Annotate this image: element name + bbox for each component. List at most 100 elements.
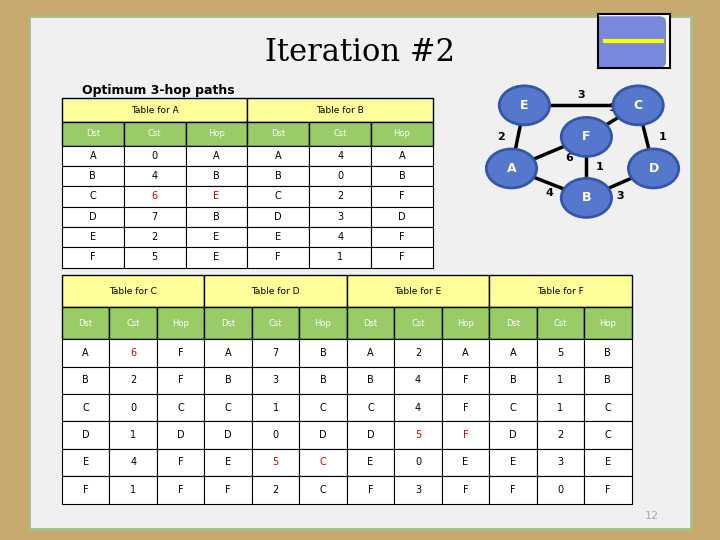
FancyBboxPatch shape <box>489 367 536 394</box>
FancyBboxPatch shape <box>124 166 186 186</box>
FancyBboxPatch shape <box>252 421 300 449</box>
Text: B: B <box>320 375 326 385</box>
FancyBboxPatch shape <box>62 449 109 476</box>
FancyBboxPatch shape <box>300 394 347 421</box>
Text: 2: 2 <box>272 485 279 495</box>
FancyBboxPatch shape <box>204 275 347 307</box>
FancyBboxPatch shape <box>109 367 157 394</box>
Text: A: A <box>462 348 469 358</box>
Text: A: A <box>82 348 89 358</box>
FancyBboxPatch shape <box>309 186 371 207</box>
FancyBboxPatch shape <box>371 122 433 146</box>
Text: 7: 7 <box>272 348 279 358</box>
FancyBboxPatch shape <box>536 307 584 339</box>
Text: 1: 1 <box>130 485 136 495</box>
Text: A: A <box>275 151 282 161</box>
FancyBboxPatch shape <box>62 146 124 166</box>
FancyBboxPatch shape <box>584 307 631 339</box>
FancyBboxPatch shape <box>489 339 536 367</box>
FancyBboxPatch shape <box>109 449 157 476</box>
Text: F: F <box>399 252 405 262</box>
FancyBboxPatch shape <box>395 476 441 503</box>
Text: 3: 3 <box>272 375 279 385</box>
FancyBboxPatch shape <box>124 122 186 146</box>
Text: Hop: Hop <box>208 130 225 138</box>
Text: 1: 1 <box>595 163 603 172</box>
FancyBboxPatch shape <box>62 421 109 449</box>
Text: Cst: Cst <box>269 319 282 328</box>
Text: 1: 1 <box>659 132 666 142</box>
FancyBboxPatch shape <box>347 275 489 307</box>
Text: F: F <box>399 192 405 201</box>
Circle shape <box>486 149 536 188</box>
Text: 0: 0 <box>415 457 421 468</box>
FancyBboxPatch shape <box>371 186 433 207</box>
Text: Hop: Hop <box>315 319 331 328</box>
FancyBboxPatch shape <box>536 449 584 476</box>
FancyBboxPatch shape <box>584 476 631 503</box>
Text: Table for C: Table for C <box>109 287 157 296</box>
FancyBboxPatch shape <box>441 449 489 476</box>
FancyBboxPatch shape <box>62 166 124 186</box>
Text: D: D <box>89 212 96 222</box>
Text: 4: 4 <box>415 375 421 385</box>
Text: 3: 3 <box>577 90 585 100</box>
Text: 2: 2 <box>151 232 158 242</box>
FancyBboxPatch shape <box>252 394 300 421</box>
Text: 4: 4 <box>337 151 343 161</box>
Text: E: E <box>275 232 282 242</box>
Text: Hop: Hop <box>600 319 616 328</box>
Text: F: F <box>605 485 611 495</box>
FancyBboxPatch shape <box>248 146 309 166</box>
FancyBboxPatch shape <box>124 227 186 247</box>
Circle shape <box>499 86 549 125</box>
Text: 1: 1 <box>130 430 136 440</box>
FancyBboxPatch shape <box>186 146 248 166</box>
FancyBboxPatch shape <box>371 227 433 247</box>
Text: Hop: Hop <box>457 319 474 328</box>
FancyBboxPatch shape <box>395 339 441 367</box>
FancyBboxPatch shape <box>300 339 347 367</box>
FancyBboxPatch shape <box>309 227 371 247</box>
FancyBboxPatch shape <box>248 227 309 247</box>
Text: F: F <box>510 485 516 495</box>
FancyBboxPatch shape <box>109 394 157 421</box>
Text: 5: 5 <box>557 348 564 358</box>
FancyBboxPatch shape <box>204 367 252 394</box>
FancyBboxPatch shape <box>109 339 157 367</box>
Text: Dst: Dst <box>506 319 520 328</box>
Text: F: F <box>463 430 468 440</box>
FancyBboxPatch shape <box>441 339 489 367</box>
Text: 0: 0 <box>130 403 136 413</box>
FancyBboxPatch shape <box>62 227 124 247</box>
Text: 6: 6 <box>130 348 136 358</box>
Text: D: D <box>649 162 659 175</box>
Text: 3: 3 <box>415 485 421 495</box>
FancyBboxPatch shape <box>248 207 309 227</box>
FancyBboxPatch shape <box>248 247 309 267</box>
Text: A: A <box>367 348 374 358</box>
FancyBboxPatch shape <box>204 449 252 476</box>
Text: F: F <box>463 375 468 385</box>
FancyBboxPatch shape <box>584 421 631 449</box>
Text: F: F <box>225 485 231 495</box>
FancyBboxPatch shape <box>204 339 252 367</box>
FancyBboxPatch shape <box>489 275 631 307</box>
FancyBboxPatch shape <box>62 122 124 146</box>
FancyBboxPatch shape <box>186 166 248 186</box>
Text: Dst: Dst <box>86 130 100 138</box>
FancyBboxPatch shape <box>300 476 347 503</box>
FancyBboxPatch shape <box>347 421 395 449</box>
FancyBboxPatch shape <box>124 186 186 207</box>
FancyBboxPatch shape <box>489 307 536 339</box>
FancyBboxPatch shape <box>584 449 631 476</box>
FancyBboxPatch shape <box>441 394 489 421</box>
FancyBboxPatch shape <box>252 367 300 394</box>
FancyBboxPatch shape <box>186 247 248 267</box>
FancyBboxPatch shape <box>395 449 441 476</box>
Text: C: C <box>605 430 611 440</box>
Text: E: E <box>462 457 469 468</box>
Text: 7: 7 <box>151 212 158 222</box>
FancyBboxPatch shape <box>62 367 109 394</box>
Text: F: F <box>178 348 184 358</box>
